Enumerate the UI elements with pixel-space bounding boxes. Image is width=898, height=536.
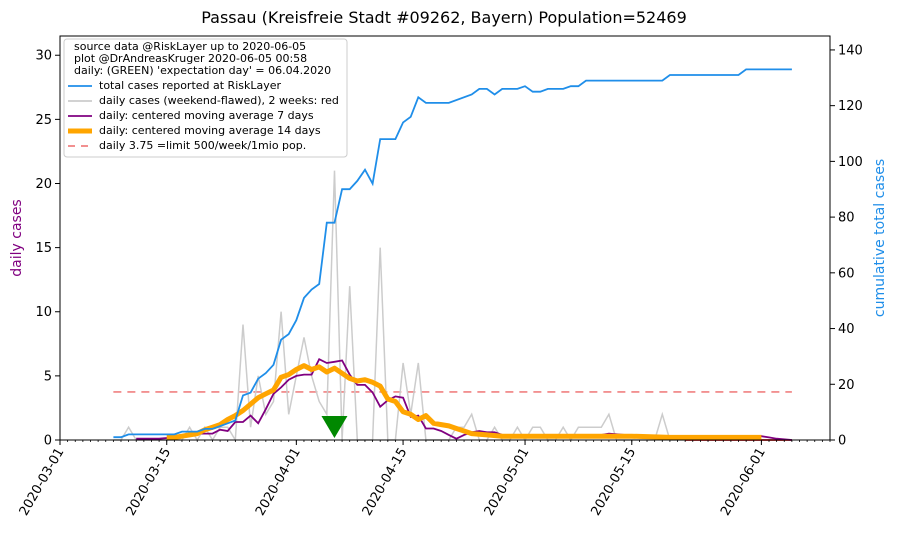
y-axis-left-title: daily cases — [9, 199, 25, 276]
y-left-tick-label: 10 — [35, 305, 52, 320]
y-left-tick-label: 20 — [35, 177, 52, 192]
legend-header-plot: plot @DrAndreasKruger 2020-06-05 00:58 — [74, 52, 307, 65]
y-right-tick-label: 120 — [838, 99, 863, 114]
legend-label-limit: daily 3.75 =limit 500/week/1mio pop. — [99, 139, 306, 152]
plot-frame — [59, 35, 831, 441]
legend: source data @RiskLayer up to 2020-06-05 … — [63, 38, 348, 158]
total-series-group — [113, 68, 792, 439]
y-axis-right: 0 20 40 60 80 100 120 140 — [830, 43, 863, 449]
y-right-tick-label: 0 — [838, 434, 846, 449]
legend-label-ma7: daily: centered moving average 7 days — [99, 109, 314, 122]
expectation-marker-group — [321, 416, 348, 438]
ma14-line — [166, 363, 762, 440]
y-left-tick-label: 0 — [44, 434, 52, 449]
legend-label-daily: daily cases (weekend-flawed), 2 weeks: r… — [99, 94, 339, 107]
y-left-tick-label: 5 — [44, 369, 52, 384]
y-right-tick-label: 40 — [838, 322, 855, 337]
y-axis-right-title: cumulative total cases — [872, 159, 888, 317]
legend-header-source: source data @RiskLayer up to 2020-06-05 — [74, 40, 306, 53]
total-cases-line — [113, 68, 792, 439]
y-right-tick-label: 100 — [838, 155, 863, 170]
y-right-tick-label: 140 — [838, 43, 863, 58]
legend-box — [63, 38, 348, 158]
expectation-day-marker — [321, 416, 348, 438]
legend-label-total: total cases reported at RiskLayer — [99, 79, 282, 92]
legend-label-ma14: daily: centered moving average 14 days — [99, 124, 321, 137]
ma14-series-group — [166, 363, 762, 440]
y-right-tick-label: 20 — [838, 378, 855, 393]
y-right-tick-label: 60 — [838, 266, 855, 281]
y-left-tick-label: 25 — [35, 113, 52, 128]
y-right-tick-label: 80 — [838, 211, 855, 226]
chart-title: Passau (Kreisfreie Stadt #09262, Bayern)… — [201, 8, 687, 27]
y-left-tick-label: 15 — [35, 241, 52, 256]
y-axis-left: 0 5 10 15 20 25 30 — [35, 49, 60, 449]
y-left-tick-label: 30 — [35, 49, 52, 64]
legend-header-expectation: daily: (GREEN) 'expectation day' = 06.04… — [74, 64, 331, 77]
